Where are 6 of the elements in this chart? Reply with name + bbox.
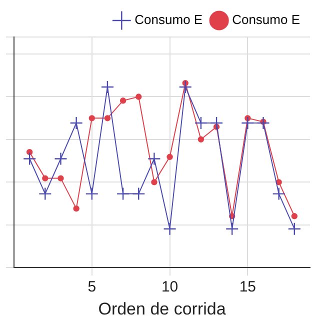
legend-label: Consumo E <box>134 12 203 28</box>
x-tick-label: 15 <box>239 278 256 296</box>
x-axis-title: Orden de corrida <box>98 299 226 318</box>
legend-label: Consumo E <box>232 12 300 28</box>
x-tick-label: 5 <box>88 278 96 296</box>
x-tick-label: 10 <box>161 278 178 296</box>
